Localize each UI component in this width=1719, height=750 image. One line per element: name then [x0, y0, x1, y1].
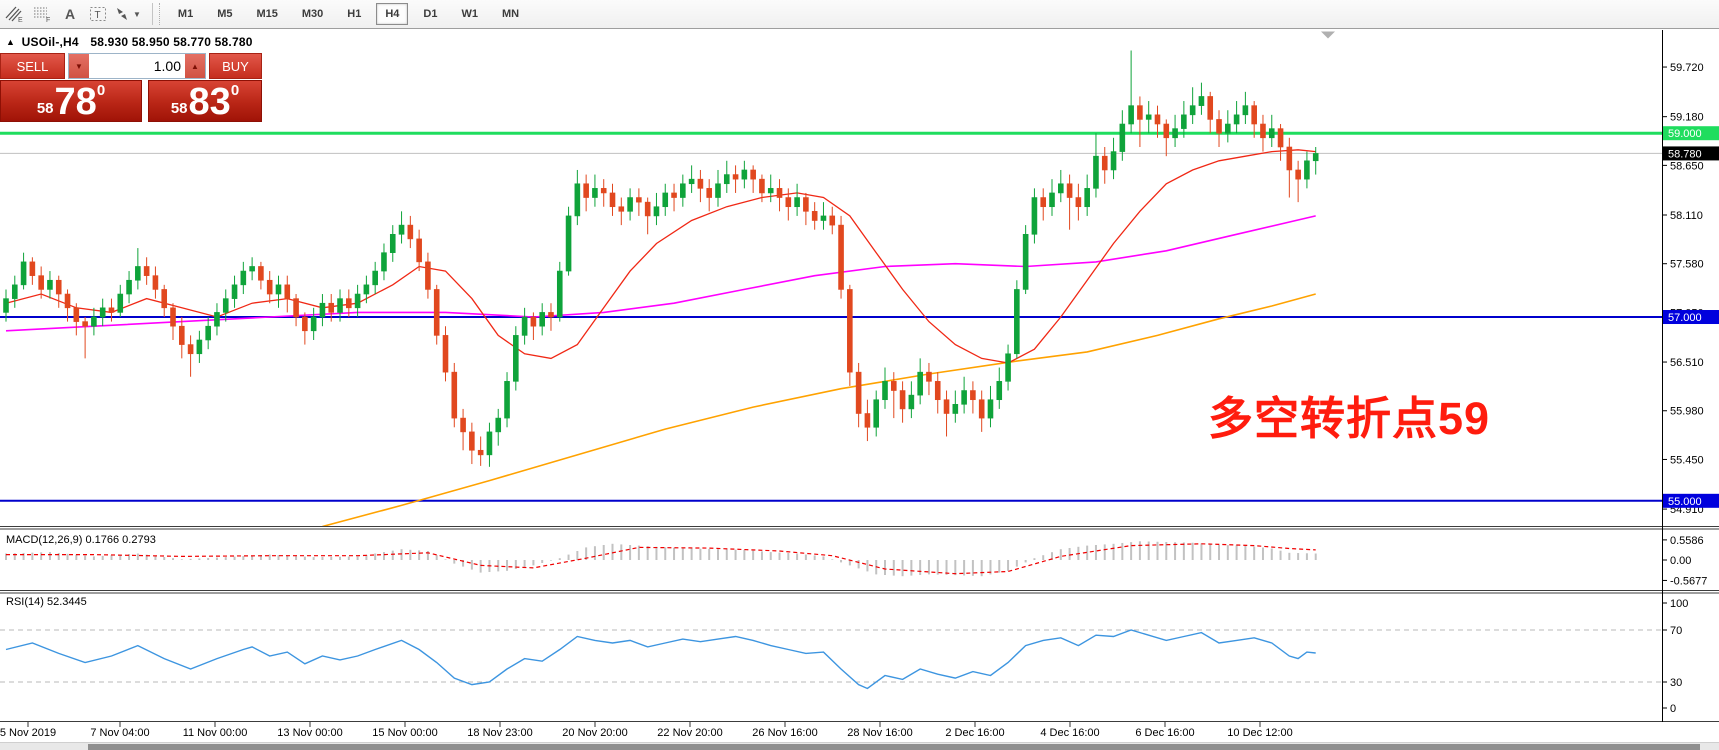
ma-slow-orange-line [322, 293, 1316, 526]
sell-price-display[interactable]: 58 78 0 [0, 80, 142, 122]
buy-price-big: 83 [188, 80, 231, 123]
price-badge-55.000 [1663, 493, 1719, 508]
svg-text:57.000: 57.000 [1668, 312, 1702, 324]
svg-text:15 Nov 00:00: 15 Nov 00:00 [372, 727, 437, 739]
svg-text:13 Nov 00:00: 13 Nov 00:00 [277, 727, 342, 739]
tab-M1[interactable]: M1 [177, 8, 194, 20]
svg-text:4 Dec 16:00: 4 Dec 16:00 [1040, 727, 1099, 739]
price-badge-58.780 [1663, 146, 1719, 161]
candles [3, 50, 1319, 467]
toolbar-separator [151, 3, 160, 25]
svg-text:70: 70 [1670, 625, 1682, 637]
buy-price-prefix: 58 [170, 100, 188, 117]
tab-W1[interactable]: W1 [461, 8, 478, 20]
trade-panel: SELL ▼ ▲ BUY 58 78 0 58 83 0 [0, 53, 262, 122]
buy-button[interactable]: BUY [209, 53, 262, 79]
tab-H1[interactable]: H1 [347, 8, 362, 20]
rsi-line [5, 629, 1316, 690]
svg-text:30: 30 [1670, 677, 1682, 689]
ma-fast-red-line [5, 149, 1316, 364]
svg-text:20 Nov 20:00: 20 Nov 20:00 [562, 727, 627, 739]
h-scrollbar-thumb[interactable] [88, 744, 1700, 750]
svg-text:100: 100 [1670, 598, 1688, 610]
tab-M15[interactable]: M15 [256, 8, 278, 20]
svg-text:0.00: 0.00 [1670, 555, 1691, 567]
svg-text:18 Nov 23:00: 18 Nov 23:00 [467, 727, 532, 739]
svg-text:5 Nov 2019: 5 Nov 2019 [0, 727, 56, 739]
price-badge-59.000 [1663, 126, 1719, 141]
svg-text:22 Nov 20:00: 22 Nov 20:00 [657, 727, 722, 739]
svg-text:10 Dec 12:00: 10 Dec 12:00 [1227, 727, 1292, 739]
macd-label: MACD(12,26,9) 0.1766 0.2793 [6, 534, 156, 546]
rsi-label: RSI(14) 52.3445 [6, 596, 87, 608]
text-label-tool-icon[interactable]: T [85, 2, 111, 26]
price-axis[interactable]: 59.72059.18058.65058.11057.58057.05056.5… [1662, 62, 1719, 715]
buy-price-sup: 0 [230, 82, 240, 99]
sell-price-big: 78 [54, 80, 97, 123]
equidistant-channel-tool-icon[interactable]: E [1, 2, 27, 26]
svg-text:55.000: 55.000 [1668, 496, 1702, 508]
tab-H4[interactable]: H4 [376, 3, 409, 25]
arrows-dropdown-caret[interactable]: ▼ [133, 9, 141, 19]
arrows-tool-icon[interactable]: ▼ [113, 2, 141, 26]
volume-stepper: ▼ ▲ [68, 53, 206, 79]
time-axis[interactable]: 5 Nov 2019 7 Nov 04:00 11 Nov 00:00 13 Nov … [0, 722, 1293, 739]
price-badge-57.000 [1663, 310, 1719, 325]
macd-pane [5, 541, 1317, 577]
symbol-info: ▲ USOil-,H4 58.930 58.950 58.770 58.780 [6, 35, 253, 49]
svg-text:11 Nov 00:00: 11 Nov 00:00 [183, 727, 248, 739]
svg-text:2 Dec 16:00: 2 Dec 16:00 [945, 727, 1004, 739]
tab-M30[interactable]: M30 [301, 8, 324, 20]
svg-text:T: T [95, 10, 101, 21]
svg-text:55.450: 55.450 [1670, 454, 1704, 466]
svg-text:55.980: 55.980 [1670, 406, 1704, 418]
volume-stepper-up[interactable]: ▲ [185, 54, 205, 78]
sell-price-prefix: 58 [36, 100, 54, 117]
tab-D1[interactable]: D1 [423, 8, 438, 20]
rsi-pane [0, 629, 1662, 690]
sell-price-sup: 0 [96, 82, 106, 99]
macd-signal-line [6, 543, 1316, 575]
symbol-marker-icon: ▲ [6, 37, 16, 47]
svg-text:26 Nov 16:00: 26 Nov 16:00 [752, 727, 817, 739]
h-scrollbar [0, 742, 1719, 750]
fibonacci-tool-icon[interactable]: F [29, 2, 55, 26]
svg-text:57.580: 57.580 [1670, 259, 1704, 271]
svg-text:0.5586: 0.5586 [1670, 535, 1704, 547]
svg-text:59.180: 59.180 [1670, 112, 1704, 124]
svg-text:6 Dec 16:00: 6 Dec 16:00 [1135, 727, 1194, 739]
toolbar: E F A T ▼ M1 M5 M [0, 0, 1719, 29]
symbol-ohlc: 58.930 58.950 58.770 58.780 [90, 35, 253, 49]
tab-MN[interactable]: MN [501, 8, 520, 20]
text-tool-icon[interactable]: A [64, 6, 76, 22]
sell-button[interactable]: SELL [0, 53, 65, 79]
ma-mid-magenta-line [5, 215, 1316, 332]
svg-text:58.650: 58.650 [1670, 160, 1704, 172]
buy-price-display[interactable]: 58 83 0 [148, 80, 262, 122]
tab-M5[interactable]: M5 [217, 8, 233, 20]
svg-text:56.510: 56.510 [1670, 357, 1704, 369]
annotation-text: 多空转折点59 [1208, 393, 1491, 444]
svg-text:58.110: 58.110 [1670, 210, 1703, 222]
svg-text:0: 0 [1670, 703, 1676, 715]
svg-text:59.000: 59.000 [1668, 128, 1702, 140]
volume-input[interactable] [89, 54, 185, 78]
symbol-name: USOil-,H4 [21, 35, 79, 49]
moving-averages [5, 149, 1316, 526]
svg-text:7 Nov 04:00: 7 Nov 04:00 [90, 727, 149, 739]
svg-text:-0.5677: -0.5677 [1670, 575, 1707, 587]
svg-text:59.720: 59.720 [1670, 62, 1704, 74]
svg-text:F: F [46, 17, 50, 23]
svg-text:58.780: 58.780 [1668, 148, 1702, 160]
svg-text:28 Nov 16:00: 28 Nov 16:00 [847, 727, 912, 739]
end-shift-icon [1321, 31, 1335, 39]
volume-stepper-down[interactable]: ▼ [69, 54, 89, 78]
svg-text:E: E [18, 17, 23, 23]
